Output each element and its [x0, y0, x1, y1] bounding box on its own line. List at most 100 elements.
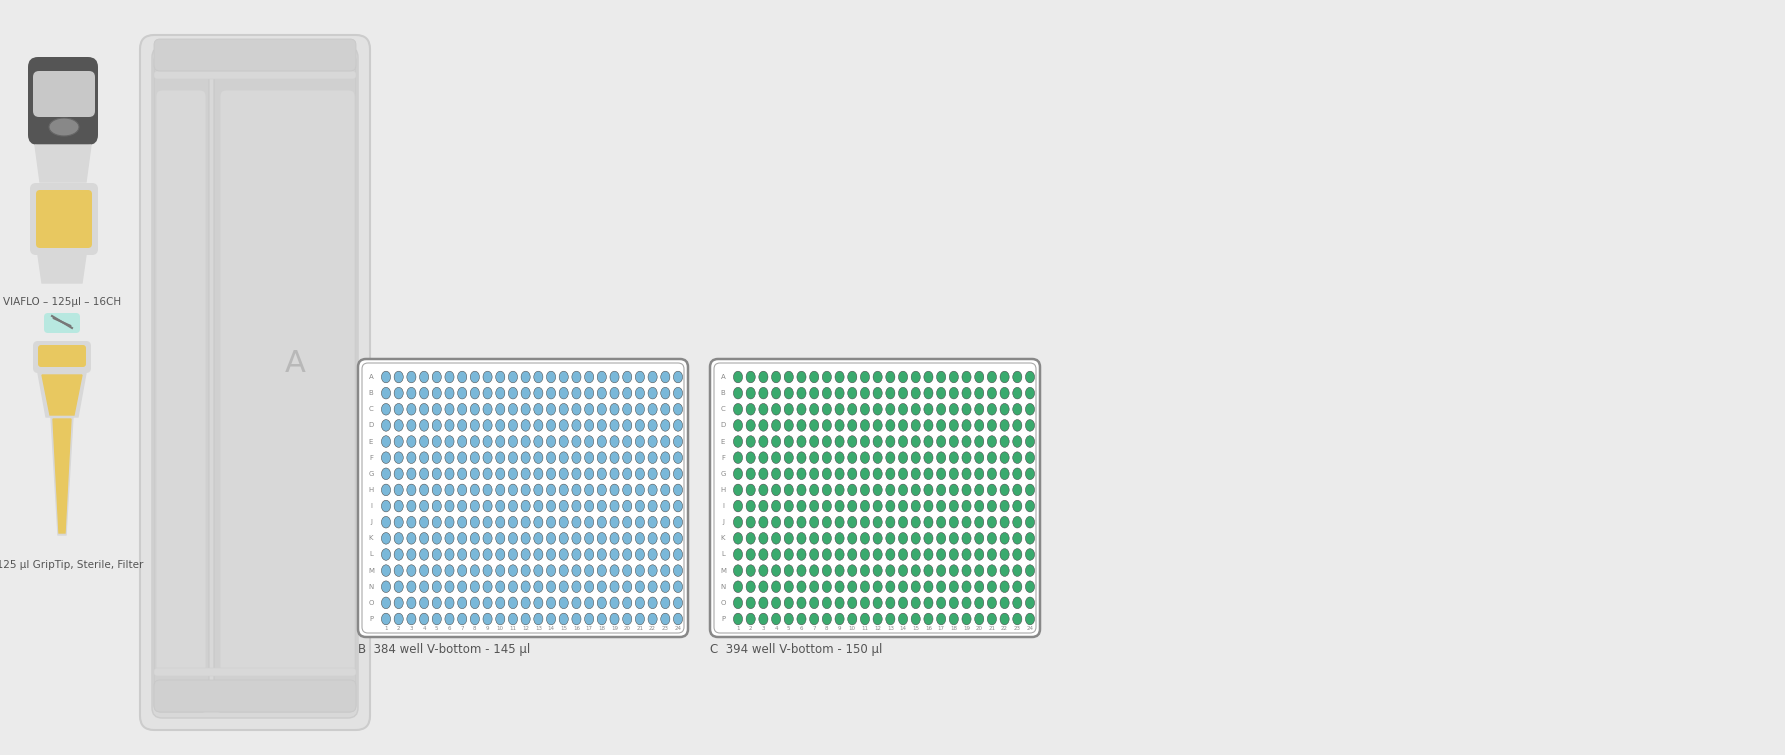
Ellipse shape [810, 420, 819, 431]
Ellipse shape [1000, 532, 1009, 544]
Ellipse shape [648, 387, 657, 399]
Text: 2: 2 [750, 627, 753, 631]
Ellipse shape [835, 516, 844, 528]
Ellipse shape [571, 436, 580, 448]
Ellipse shape [496, 613, 505, 625]
Ellipse shape [962, 420, 971, 431]
Ellipse shape [810, 403, 819, 415]
Ellipse shape [469, 501, 480, 512]
Ellipse shape [746, 549, 755, 560]
Ellipse shape [660, 581, 669, 593]
Ellipse shape [848, 581, 857, 593]
Ellipse shape [571, 387, 580, 399]
Ellipse shape [394, 420, 403, 431]
Text: VIAFLO – 125μl – 16CH: VIAFLO – 125μl – 16CH [4, 297, 121, 307]
Ellipse shape [598, 501, 607, 512]
Ellipse shape [382, 532, 391, 544]
Ellipse shape [885, 532, 894, 544]
Ellipse shape [660, 516, 669, 528]
Ellipse shape [734, 613, 743, 625]
Ellipse shape [610, 613, 619, 625]
Ellipse shape [784, 436, 793, 448]
Text: 5: 5 [787, 627, 791, 631]
Text: 21: 21 [637, 627, 643, 631]
Ellipse shape [873, 451, 882, 464]
Ellipse shape [759, 387, 768, 399]
Ellipse shape [521, 403, 530, 415]
Ellipse shape [987, 403, 996, 415]
Text: O: O [721, 600, 726, 606]
Ellipse shape [534, 613, 543, 625]
Ellipse shape [771, 387, 780, 399]
Ellipse shape [521, 516, 530, 528]
Ellipse shape [444, 436, 453, 448]
Ellipse shape [484, 436, 493, 448]
Ellipse shape [673, 403, 682, 415]
Ellipse shape [444, 484, 453, 496]
Ellipse shape [835, 387, 844, 399]
Ellipse shape [937, 565, 946, 576]
Text: 1: 1 [384, 627, 387, 631]
Text: 11: 11 [509, 627, 516, 631]
Ellipse shape [660, 532, 669, 544]
Ellipse shape [509, 371, 518, 383]
Ellipse shape [382, 597, 391, 609]
Ellipse shape [823, 403, 832, 415]
Text: C: C [721, 406, 725, 412]
Ellipse shape [810, 597, 819, 609]
Ellipse shape [873, 549, 882, 560]
Ellipse shape [509, 516, 518, 528]
Ellipse shape [534, 532, 543, 544]
Ellipse shape [759, 451, 768, 464]
Ellipse shape [584, 420, 594, 431]
Ellipse shape [648, 565, 657, 576]
Ellipse shape [810, 532, 819, 544]
Ellipse shape [771, 613, 780, 625]
Ellipse shape [584, 387, 594, 399]
Ellipse shape [509, 387, 518, 399]
Ellipse shape [937, 613, 946, 625]
Ellipse shape [673, 565, 682, 576]
Ellipse shape [559, 403, 568, 415]
Ellipse shape [898, 484, 907, 496]
Ellipse shape [823, 501, 832, 512]
Ellipse shape [394, 371, 403, 383]
Ellipse shape [546, 436, 555, 448]
Ellipse shape [835, 371, 844, 383]
Ellipse shape [419, 581, 428, 593]
Ellipse shape [648, 516, 657, 528]
Ellipse shape [432, 597, 441, 609]
Ellipse shape [823, 549, 832, 560]
Ellipse shape [660, 501, 669, 512]
Ellipse shape [848, 565, 857, 576]
Ellipse shape [925, 581, 934, 593]
Ellipse shape [873, 436, 882, 448]
Ellipse shape [469, 468, 480, 479]
Ellipse shape [975, 532, 984, 544]
Text: 10: 10 [496, 627, 503, 631]
Ellipse shape [419, 403, 428, 415]
Ellipse shape [496, 468, 505, 479]
Ellipse shape [823, 597, 832, 609]
Text: 22: 22 [650, 627, 657, 631]
Ellipse shape [1025, 451, 1035, 464]
Ellipse shape [898, 451, 907, 464]
Ellipse shape [469, 532, 480, 544]
Ellipse shape [759, 581, 768, 593]
Ellipse shape [1012, 532, 1021, 544]
Ellipse shape [848, 532, 857, 544]
Ellipse shape [407, 468, 416, 479]
Ellipse shape [598, 581, 607, 593]
Ellipse shape [848, 371, 857, 383]
Ellipse shape [746, 451, 755, 464]
FancyBboxPatch shape [154, 680, 355, 712]
Ellipse shape [746, 565, 755, 576]
Ellipse shape [496, 549, 505, 560]
Text: F: F [369, 455, 373, 461]
FancyBboxPatch shape [154, 71, 355, 79]
Ellipse shape [444, 403, 453, 415]
Ellipse shape [407, 371, 416, 383]
Ellipse shape [673, 468, 682, 479]
Ellipse shape [635, 581, 644, 593]
Ellipse shape [734, 581, 743, 593]
